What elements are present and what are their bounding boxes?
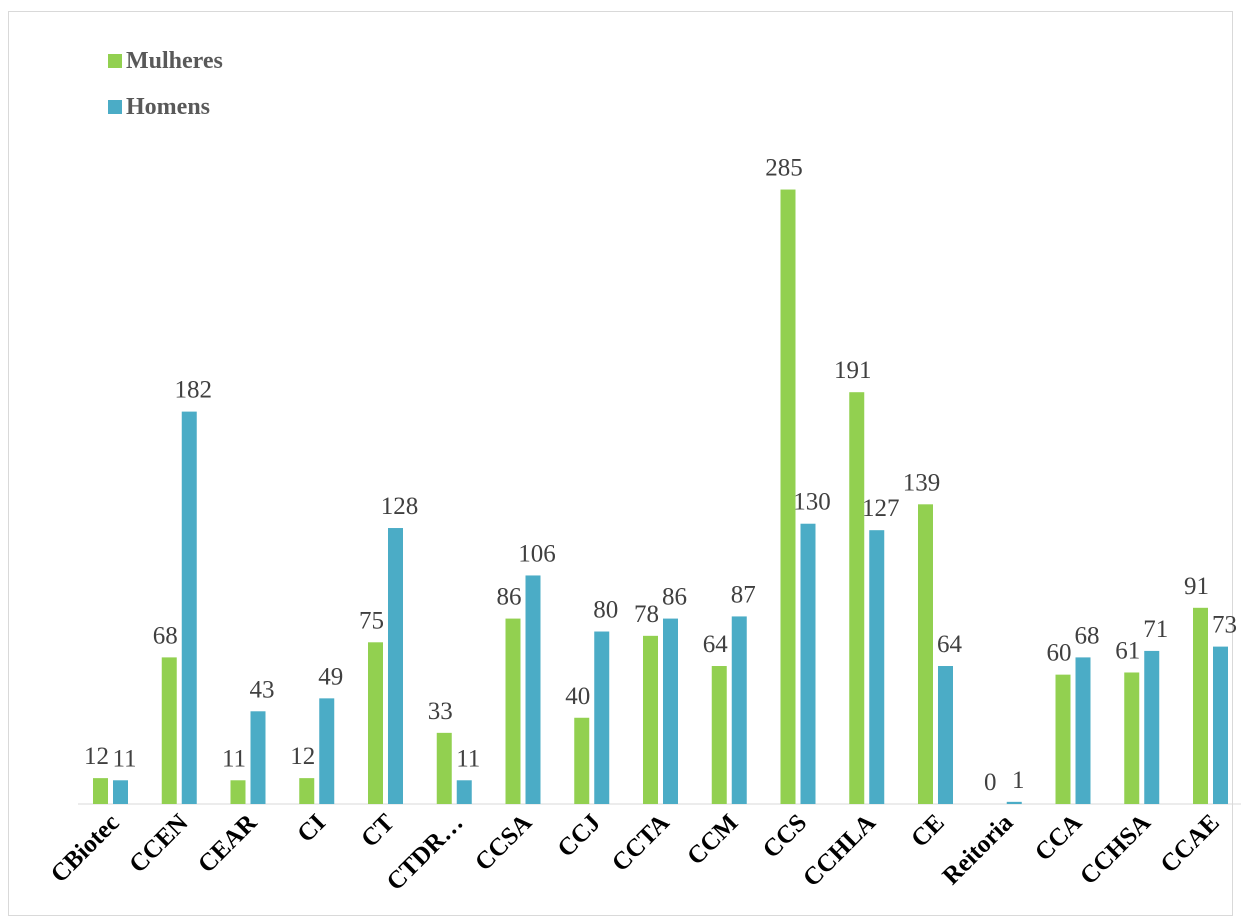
bar-mulheres-16 bbox=[1193, 607, 1208, 804]
category-label-9: CCM bbox=[682, 809, 743, 870]
value-label-homens-15: 71 bbox=[1143, 616, 1168, 643]
category-label-0: CBiotec bbox=[46, 809, 125, 888]
value-label-mulheres-9: 64 bbox=[703, 631, 729, 658]
bar-homens-5 bbox=[456, 780, 472, 804]
bar-mulheres-5 bbox=[436, 732, 452, 804]
category-label-11: CCHLA bbox=[798, 809, 881, 892]
value-label-mulheres-2: 11 bbox=[222, 745, 246, 772]
value-label-mulheres-0: 12 bbox=[84, 743, 109, 770]
bar-mulheres-10 bbox=[780, 189, 796, 805]
legend-item-homens: Homens bbox=[108, 84, 223, 130]
value-label-mulheres-13: 0 bbox=[984, 769, 997, 796]
bar-homens-14 bbox=[1075, 657, 1091, 804]
bar-homens-8 bbox=[663, 618, 678, 804]
category-label-15: CCHSA bbox=[1075, 809, 1156, 890]
bar-homens-7 bbox=[594, 631, 610, 804]
value-label-homens-11: 127 bbox=[862, 495, 900, 522]
value-label-mulheres-1: 68 bbox=[153, 622, 178, 649]
bar-homens-2 bbox=[250, 711, 266, 804]
bar-mulheres-9 bbox=[711, 666, 727, 804]
value-label-homens-4: 128 bbox=[381, 493, 419, 520]
bar-homens-6 bbox=[525, 575, 541, 804]
bar-mulheres-12 bbox=[918, 504, 933, 804]
bar-homens-0 bbox=[113, 780, 128, 804]
category-label-2: CEAR bbox=[193, 808, 263, 878]
bar-mulheres-2 bbox=[230, 780, 246, 804]
bar-homens-15 bbox=[1144, 650, 1160, 804]
bar-mulheres-14 bbox=[1055, 674, 1071, 804]
bar-homens-16 bbox=[1213, 646, 1228, 804]
bar-homens-3 bbox=[319, 698, 335, 804]
value-label-homens-10: 130 bbox=[793, 489, 831, 516]
legend-swatch-mulheres bbox=[108, 54, 122, 68]
value-label-homens-2: 43 bbox=[250, 676, 275, 703]
category-label-12: CE bbox=[906, 809, 950, 853]
value-label-mulheres-10: 285 bbox=[765, 155, 803, 182]
value-label-mulheres-12: 139 bbox=[903, 469, 941, 496]
category-label-16: CCAE bbox=[1156, 809, 1225, 878]
bar-mulheres-3 bbox=[299, 778, 315, 804]
category-label-6: CCSA bbox=[470, 809, 537, 876]
bar-mulheres-1 bbox=[161, 657, 177, 804]
legend-label-homens: Homens bbox=[126, 93, 210, 120]
value-label-homens-3: 49 bbox=[318, 663, 343, 690]
bar-homens-1 bbox=[181, 411, 197, 804]
value-label-mulheres-4: 75 bbox=[359, 607, 384, 634]
category-label-5: CTDR… bbox=[382, 809, 469, 896]
value-label-homens-8: 86 bbox=[662, 584, 687, 611]
value-label-homens-1: 182 bbox=[175, 377, 213, 404]
bar-homens-11 bbox=[869, 530, 885, 804]
category-label-8: CCTA bbox=[607, 809, 675, 877]
chart-frame bbox=[8, 11, 1233, 916]
category-label-13: Reitoria bbox=[938, 809, 1019, 890]
category-label-14: CCA bbox=[1030, 809, 1087, 866]
legend-item-mulheres: Mulheres bbox=[108, 38, 223, 84]
category-label-10: CCS bbox=[758, 809, 812, 863]
value-label-mulheres-16: 91 bbox=[1184, 573, 1209, 600]
value-label-mulheres-7: 40 bbox=[565, 683, 590, 710]
bar-homens-9 bbox=[731, 616, 747, 804]
bars-group bbox=[93, 189, 1228, 805]
bar-homens-12 bbox=[938, 666, 953, 804]
value-label-homens-12: 64 bbox=[937, 631, 963, 658]
bar-mulheres-6 bbox=[505, 618, 521, 804]
value-label-homens-16: 73 bbox=[1212, 612, 1237, 639]
value-label-mulheres-11: 191 bbox=[834, 357, 872, 384]
bar-mulheres-7 bbox=[574, 717, 590, 804]
bar-mulheres-0 bbox=[93, 778, 108, 804]
value-label-mulheres-6: 86 bbox=[497, 584, 522, 611]
value-label-mulheres-8: 78 bbox=[634, 601, 659, 628]
bar-mulheres-15 bbox=[1124, 672, 1140, 804]
value-label-homens-14: 68 bbox=[1075, 622, 1100, 649]
value-label-homens-9: 87 bbox=[731, 581, 756, 608]
legend-swatch-homens bbox=[108, 100, 122, 114]
category-label-1: CCEN bbox=[124, 809, 193, 878]
value-label-homens-6: 106 bbox=[518, 540, 556, 567]
category-label-3: CI bbox=[292, 809, 331, 848]
value-label-homens-7: 80 bbox=[593, 597, 618, 624]
value-label-mulheres-3: 12 bbox=[290, 743, 315, 770]
legend-label-mulheres: Mulheres bbox=[126, 47, 223, 74]
bar-homens-10 bbox=[800, 523, 816, 804]
value-label-mulheres-5: 33 bbox=[428, 698, 453, 725]
legend: Mulheres Homens bbox=[108, 38, 223, 130]
bar-mulheres-11 bbox=[849, 392, 865, 804]
value-label-homens-0: 11 bbox=[112, 745, 136, 772]
value-label-mulheres-14: 60 bbox=[1047, 640, 1072, 667]
value-label-homens-13: 1 bbox=[1012, 767, 1025, 794]
bar-homens-4 bbox=[388, 528, 403, 804]
bar-mulheres-8 bbox=[643, 635, 658, 804]
bar-mulheres-4 bbox=[368, 642, 383, 804]
value-label-mulheres-15: 61 bbox=[1115, 637, 1140, 664]
category-label-4: CT bbox=[356, 809, 400, 853]
bar-homens-13 bbox=[1006, 801, 1022, 804]
category-label-7: CCJ bbox=[553, 809, 606, 862]
value-label-homens-5: 11 bbox=[456, 745, 480, 772]
